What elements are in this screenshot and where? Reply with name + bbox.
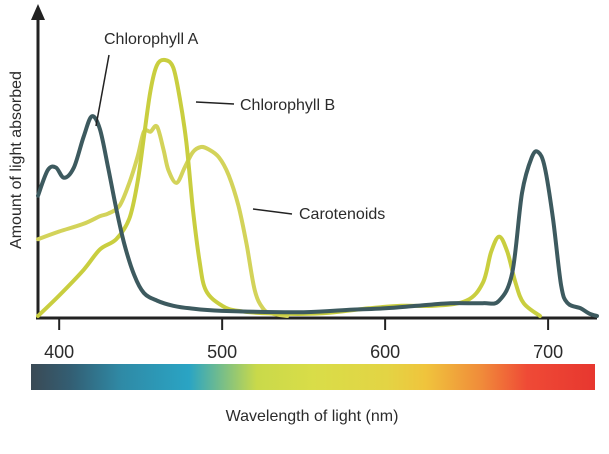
x-tick-label-700: 700: [533, 342, 563, 362]
x-tick-label-500: 500: [207, 342, 237, 362]
leader-line-chlorophyll-a: [95, 54, 110, 127]
x-tick-label-600: 600: [370, 342, 400, 362]
series-line-chlorophyll-b: [36, 57, 542, 318]
spectrum-bar: [31, 364, 595, 390]
y-axis-arrow-icon: [31, 4, 45, 20]
y-axis-title: Amount of light absorbed: [8, 71, 25, 249]
series-line-carotenoids: [36, 123, 290, 318]
leader-line-carotenoids: [252, 208, 293, 215]
series-label-chlorophyll-a: Chlorophyll A: [104, 31, 199, 48]
series-label-carotenoids: Carotenoids: [299, 206, 385, 223]
series-label-chlorophyll-b: Chlorophyll B: [240, 97, 335, 114]
series-line-chlorophyll-a: [36, 114, 599, 318]
x-tick-label-400: 400: [44, 342, 74, 362]
spectrum-bar-label: Wavelength of light (nm): [226, 408, 399, 425]
leader-line-chlorophyll-b: [195, 101, 235, 105]
